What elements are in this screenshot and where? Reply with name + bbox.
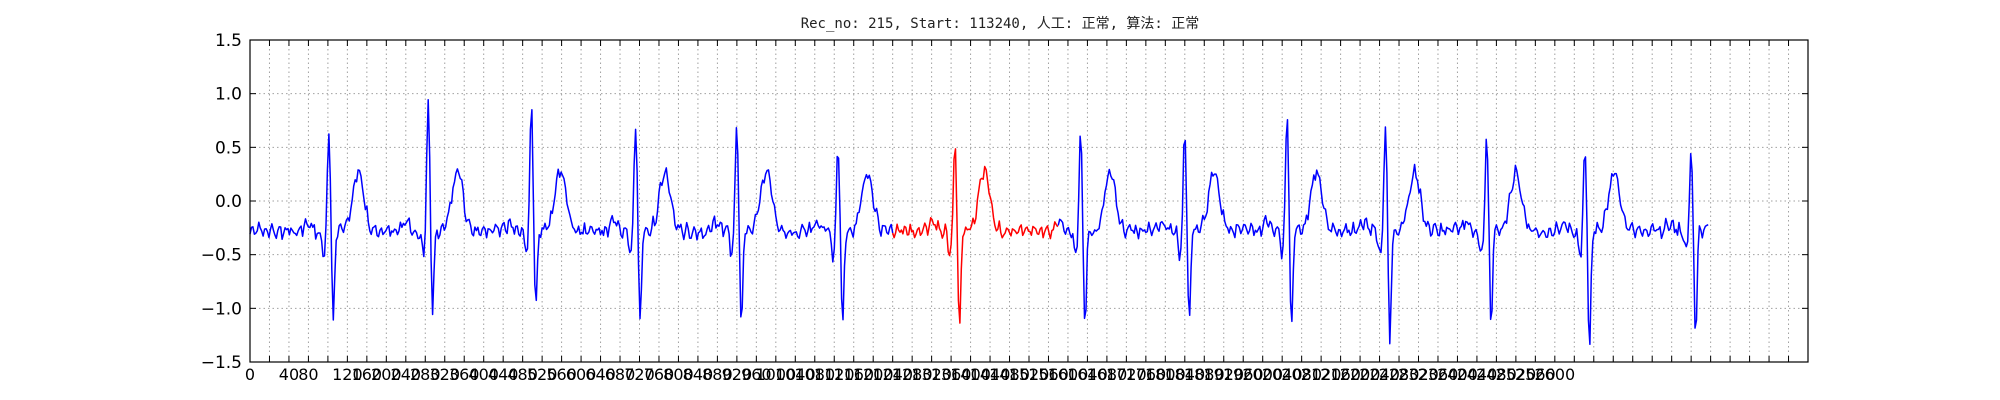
x-tick-label: 1720	[1106, 365, 1147, 384]
x-tick-label: 1360	[931, 365, 972, 384]
y-tick-labels: −1.5 −1.0 −0.5 0.0 0.5 1.0 1.5	[201, 31, 242, 373]
x-tick-label: 560	[546, 365, 577, 384]
x-tick-label: 1040	[775, 365, 816, 384]
x-tick-label: 1440	[970, 365, 1011, 384]
x-tick-labels: 0 40 80 12016020024028032036040044048052056…	[245, 365, 1575, 384]
x-tick-label: 2000	[1242, 365, 1283, 384]
x-tick-label: 2600	[1534, 365, 1575, 384]
x-tick-label: 2280	[1379, 365, 1420, 384]
x-tick-label: 1920	[1203, 365, 1244, 384]
x-tick-label: 160	[352, 365, 383, 384]
x-tick-label: 2320	[1398, 365, 1439, 384]
x-tick-label: 2120	[1301, 365, 1342, 384]
y-tick-label: 1.0	[215, 85, 242, 105]
axis-ticks	[249, 39, 1809, 363]
x-tick-label: 1480	[989, 365, 1030, 384]
x-tick-label: 1880	[1184, 365, 1225, 384]
x-tick-label: 320	[429, 365, 460, 384]
x-tick-label: 1680	[1087, 365, 1128, 384]
y-tick-label: 0.5	[215, 138, 242, 158]
x-tick-label: 0	[245, 365, 255, 384]
x-tick-label: 680	[605, 365, 636, 384]
x-tick-label: 2400	[1437, 365, 1478, 384]
x-tick-label: 1320	[911, 365, 952, 384]
x-tick-label: 1760	[1125, 365, 1166, 384]
x-tick-label: 120	[332, 365, 363, 384]
x-tick-label: 720	[624, 365, 655, 384]
x-tick-label: 2240	[1359, 365, 1400, 384]
y-tick-label: −0.5	[201, 246, 242, 266]
x-tick-label: 1080	[794, 365, 835, 384]
x-tick-label: 1120	[814, 365, 855, 384]
x-tick-label: 880	[702, 365, 733, 384]
x-tick-label: 280	[410, 365, 441, 384]
x-tick-label: 400	[468, 365, 499, 384]
x-tick-label: 840	[683, 365, 714, 384]
x-tick-label: 1800	[1145, 365, 1186, 384]
x-tick-label: 640	[585, 365, 616, 384]
x-tick-label: 2040	[1262, 365, 1303, 384]
y-tick-label: 1.5	[215, 31, 242, 51]
ecg-series	[249, 98, 1709, 346]
x-tick-label: 2480	[1476, 365, 1517, 384]
y-tick-label: −1.0	[201, 299, 242, 319]
x-tick-label: 1640	[1067, 365, 1108, 384]
x-tick-label: 600	[566, 365, 597, 384]
x-tick-label: 2360	[1418, 365, 1459, 384]
x-tick-label: 920	[722, 365, 753, 384]
ecg-line-after	[1057, 118, 1709, 346]
x-tick-label: 240	[391, 365, 422, 384]
x-tick-label: 1840	[1164, 365, 1205, 384]
x-tick-label: 1960	[1223, 365, 1264, 384]
x-tick-label: 1520	[1009, 365, 1050, 384]
x-tick-label: 1600	[1048, 365, 1089, 384]
x-tick-label: 1400	[950, 365, 991, 384]
x-tick-label: 960	[741, 365, 772, 384]
x-tick-label: 200	[371, 365, 402, 384]
x-tick-label: 1200	[853, 365, 894, 384]
x-tick-label: 800	[663, 365, 694, 384]
x-tick-label: 480	[507, 365, 538, 384]
x-tick-label: 1160	[833, 365, 874, 384]
ecg-line-before	[249, 98, 894, 321]
x-tick-label: 1000	[755, 365, 796, 384]
grid-lines	[250, 40, 1808, 362]
x-tick-label: 2520	[1496, 365, 1537, 384]
x-tick-label: 1280	[892, 365, 933, 384]
x-tick-label: 2560	[1515, 365, 1556, 384]
x-tick-label: 440	[488, 365, 519, 384]
x-tick-label: 760	[644, 365, 675, 384]
chart-title: Rec_no: 215, Start: 113240, 人工: 正常, 算法: …	[800, 16, 1200, 32]
y-tick-label: −1.5	[201, 353, 242, 373]
x-tick-label: 2440	[1457, 365, 1498, 384]
y-tick-label: 0.0	[215, 192, 242, 212]
x-tick-label: 1240	[872, 365, 913, 384]
x-tick-label: 2200	[1340, 365, 1381, 384]
x-tick-label: 40	[279, 365, 299, 384]
x-tick-label: 80	[298, 365, 318, 384]
ecg-line-highlight	[891, 148, 1059, 324]
x-tick-label: 360	[449, 365, 480, 384]
x-tick-label: 2080	[1281, 365, 1322, 384]
x-tick-label: 1560	[1028, 365, 1069, 384]
x-tick-label: 520	[527, 365, 558, 384]
x-tick-label: 2160	[1320, 365, 1361, 384]
